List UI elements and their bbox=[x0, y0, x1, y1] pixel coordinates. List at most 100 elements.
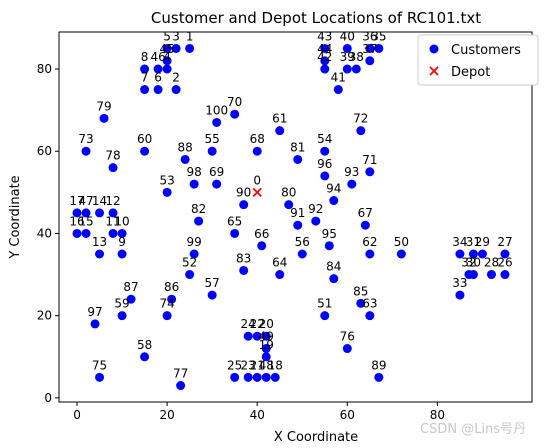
y-axis-title: Y Coordinate bbox=[8, 175, 23, 259]
watermark-text: CSDN @Lins号丹 bbox=[420, 422, 526, 437]
x-tick-label: 20 bbox=[159, 408, 174, 422]
y-tick-label: 40 bbox=[37, 226, 52, 240]
customer-label: 72 bbox=[353, 112, 368, 126]
customer-point bbox=[252, 146, 262, 156]
customer-label: 22 bbox=[250, 317, 265, 331]
customer-point bbox=[320, 56, 330, 66]
customer-point bbox=[140, 352, 150, 362]
customer-label: 96 bbox=[317, 157, 332, 171]
y-tick-label: 80 bbox=[37, 62, 52, 76]
customer-label: 38 bbox=[349, 50, 364, 64]
customer-label: 74 bbox=[159, 297, 174, 311]
customer-point bbox=[261, 331, 271, 341]
customer-point bbox=[239, 200, 249, 210]
customer-label: 65 bbox=[227, 214, 242, 228]
point-labels: 1234567891011121314151617181920212223242… bbox=[69, 29, 512, 380]
customer-label: 60 bbox=[137, 132, 152, 146]
customer-label: 61 bbox=[272, 112, 287, 126]
customer-point bbox=[185, 43, 195, 53]
customer-point bbox=[468, 249, 478, 259]
chart-title: Customer and Depot Locations of RC101.tx… bbox=[151, 9, 481, 27]
customer-label: 35 bbox=[371, 29, 386, 43]
customer-point bbox=[243, 331, 253, 341]
customer-label: 71 bbox=[362, 153, 377, 167]
customer-point bbox=[230, 109, 240, 119]
customer-label: 37 bbox=[362, 42, 377, 56]
customer-label: 97 bbox=[87, 305, 102, 319]
customer-point bbox=[324, 241, 334, 251]
customer-point bbox=[365, 56, 375, 66]
customer-label: 2 bbox=[172, 71, 180, 85]
customer-point bbox=[117, 228, 127, 238]
customer-point bbox=[171, 85, 181, 95]
customer-point bbox=[275, 126, 285, 136]
customer-label: 26 bbox=[497, 256, 512, 270]
customer-label: 99 bbox=[187, 235, 202, 249]
customer-label: 84 bbox=[326, 260, 341, 274]
customer-point bbox=[257, 241, 267, 251]
customer-point bbox=[329, 274, 339, 284]
customer-point bbox=[81, 208, 91, 218]
customer-point bbox=[356, 126, 366, 136]
depot-label: 0 bbox=[253, 173, 261, 187]
customer-label: 31 bbox=[466, 235, 481, 249]
customer-label: 80 bbox=[281, 186, 296, 200]
customer-label: 50 bbox=[394, 235, 409, 249]
customer-point bbox=[329, 196, 339, 206]
customer-point bbox=[162, 311, 172, 321]
customer-label: 69 bbox=[209, 165, 224, 179]
customer-label: 73 bbox=[78, 132, 93, 146]
plot-area bbox=[58, 31, 533, 403]
customer-point bbox=[396, 249, 406, 259]
customer-label: 70 bbox=[227, 95, 242, 109]
customer-label: 21 bbox=[250, 358, 265, 372]
customer-point bbox=[320, 146, 330, 156]
customer-label: 29 bbox=[475, 235, 490, 249]
customer-point bbox=[297, 249, 307, 259]
customer-label: 64 bbox=[272, 256, 287, 270]
customer-point bbox=[243, 372, 253, 382]
customer-point bbox=[365, 167, 375, 177]
customer-label: 18 bbox=[268, 358, 283, 372]
y-tick-label: 0 bbox=[44, 391, 52, 405]
customer-point bbox=[374, 372, 384, 382]
customer-label: 28 bbox=[484, 256, 499, 270]
customer-point bbox=[347, 179, 357, 189]
customer-point bbox=[212, 117, 222, 127]
customer-point bbox=[153, 64, 163, 74]
data-marks bbox=[72, 43, 510, 391]
customer-point bbox=[275, 270, 285, 280]
customer-point bbox=[360, 220, 370, 230]
legend-depot-marker bbox=[429, 66, 439, 76]
x-tick-label: 60 bbox=[340, 408, 355, 422]
x-tick-label: 0 bbox=[73, 408, 81, 422]
customer-point bbox=[108, 208, 118, 218]
customer-point bbox=[189, 179, 199, 189]
customer-label: 45 bbox=[159, 42, 174, 56]
customer-point bbox=[455, 290, 465, 300]
customer-label: 27 bbox=[497, 235, 512, 249]
customer-label: 87 bbox=[123, 280, 138, 294]
customer-point bbox=[270, 372, 280, 382]
customer-label: 12 bbox=[105, 194, 120, 208]
customer-point bbox=[342, 43, 352, 53]
customer-point bbox=[140, 146, 150, 156]
customer-point bbox=[333, 85, 343, 95]
customer-point bbox=[261, 372, 271, 382]
customer-point bbox=[284, 200, 294, 210]
customer-label: 7 bbox=[141, 71, 149, 85]
customer-point bbox=[162, 56, 172, 66]
customer-point bbox=[320, 43, 330, 53]
customer-label: 23 bbox=[241, 358, 256, 372]
customer-point bbox=[180, 154, 190, 164]
customer-point bbox=[90, 319, 100, 329]
customer-point bbox=[500, 249, 510, 259]
customer-label: 81 bbox=[290, 140, 305, 154]
x-tick-label: 80 bbox=[430, 408, 445, 422]
legend-depot-label: Depot bbox=[451, 65, 490, 80]
customer-point bbox=[342, 344, 352, 354]
customer-point bbox=[162, 187, 172, 197]
customer-label: 53 bbox=[159, 173, 174, 187]
customer-label: 10 bbox=[114, 214, 129, 228]
